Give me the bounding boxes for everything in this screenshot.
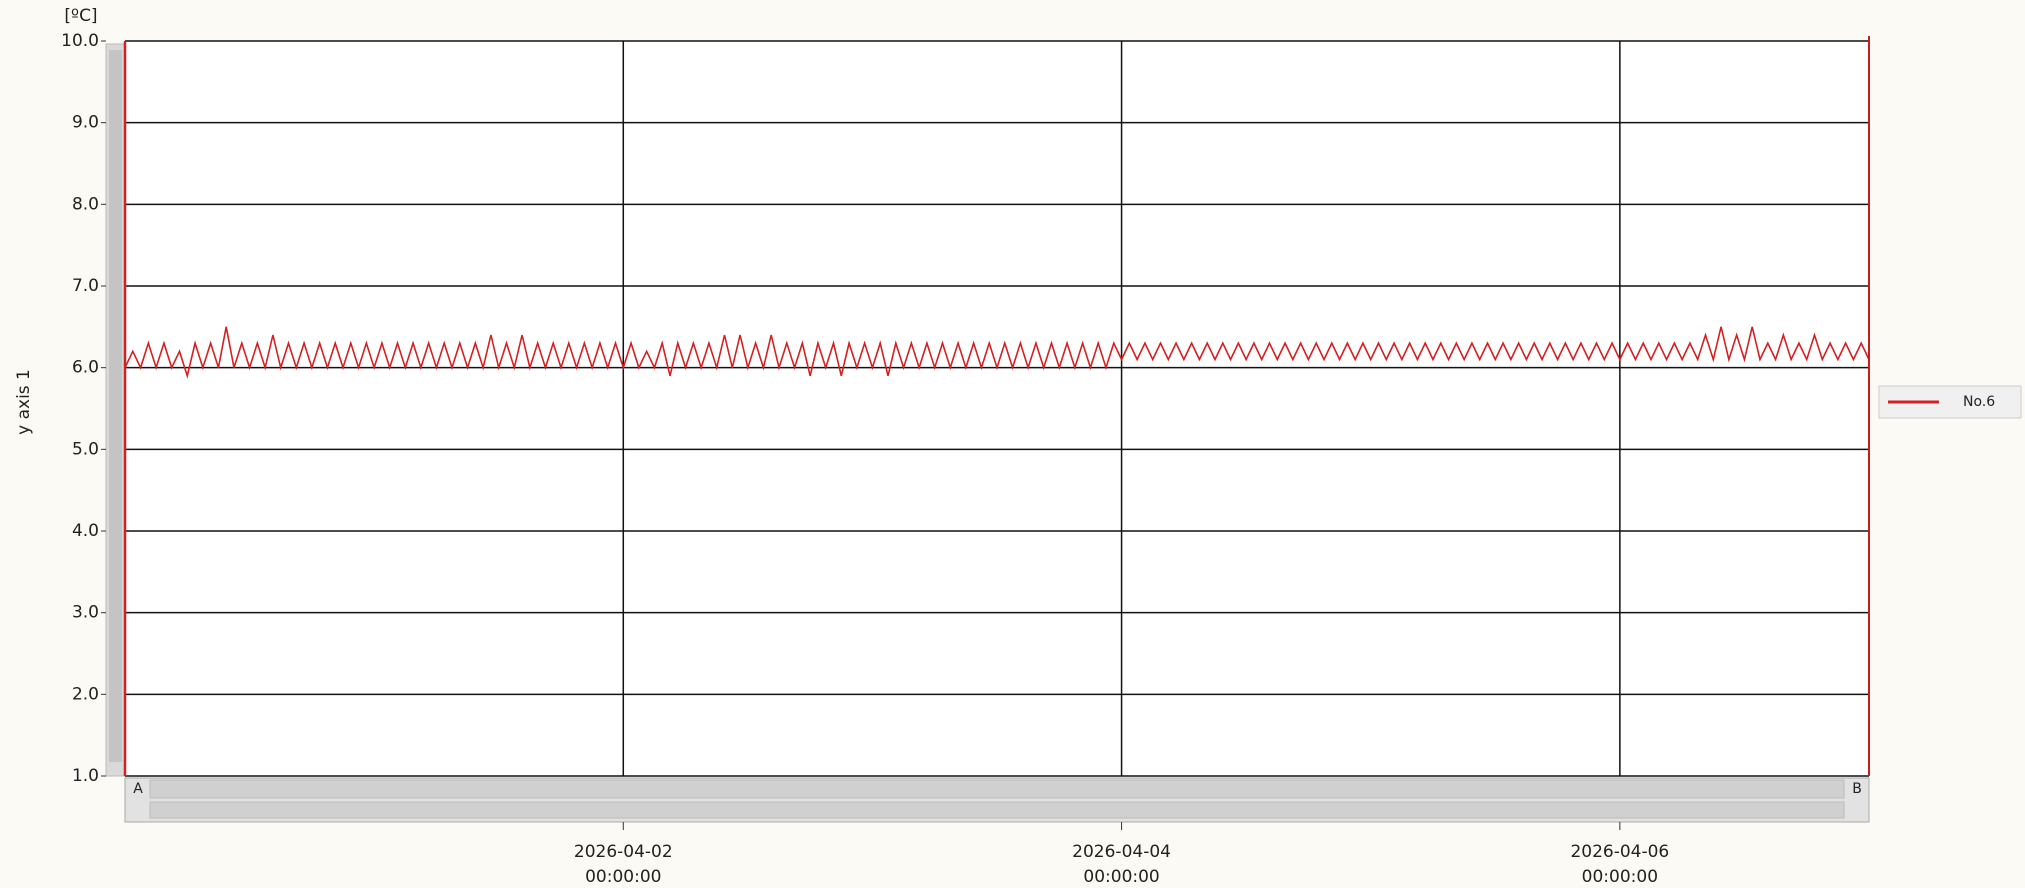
range-end[interactable]: B xyxy=(1852,781,1862,797)
y-tick-label: 3.0 xyxy=(72,603,99,623)
x-tick-label: 2026-04-02 00:00:00 xyxy=(574,842,673,887)
scroll-thumb[interactable] xyxy=(149,801,1845,819)
y-tick-label: 6.0 xyxy=(72,358,99,378)
legend: No.6 xyxy=(1888,394,1995,410)
y-tick-label: 7.0 xyxy=(72,276,99,296)
y-axis-label: y axis 1 xyxy=(14,369,34,435)
lines xyxy=(124,326,1870,379)
y-tick-label: 5.0 xyxy=(72,439,99,459)
range-bar[interactable] xyxy=(149,779,1845,799)
range-start[interactable]: A xyxy=(133,781,143,797)
y-unit: [ºC] xyxy=(64,6,97,26)
y-tick-label: 2.0 xyxy=(72,684,99,704)
y-tick-label: 1.0 xyxy=(72,766,99,786)
vertical-scroll-thumb[interactable] xyxy=(109,50,122,762)
y-tick-label: 8.0 xyxy=(72,194,99,214)
y-tick-label: 4.0 xyxy=(72,521,99,541)
y-tick-label: 10.0 xyxy=(61,31,99,51)
x-tick-label: 2026-04-04 00:00:00 xyxy=(1072,842,1171,887)
data-line xyxy=(124,326,1870,379)
x-tick-label: 2026-04-06 00:00:00 xyxy=(1570,842,1669,887)
y-tick-label: 9.0 xyxy=(72,113,99,133)
legend-label: No.6 xyxy=(1963,394,1995,410)
plot-area xyxy=(125,41,1869,776)
